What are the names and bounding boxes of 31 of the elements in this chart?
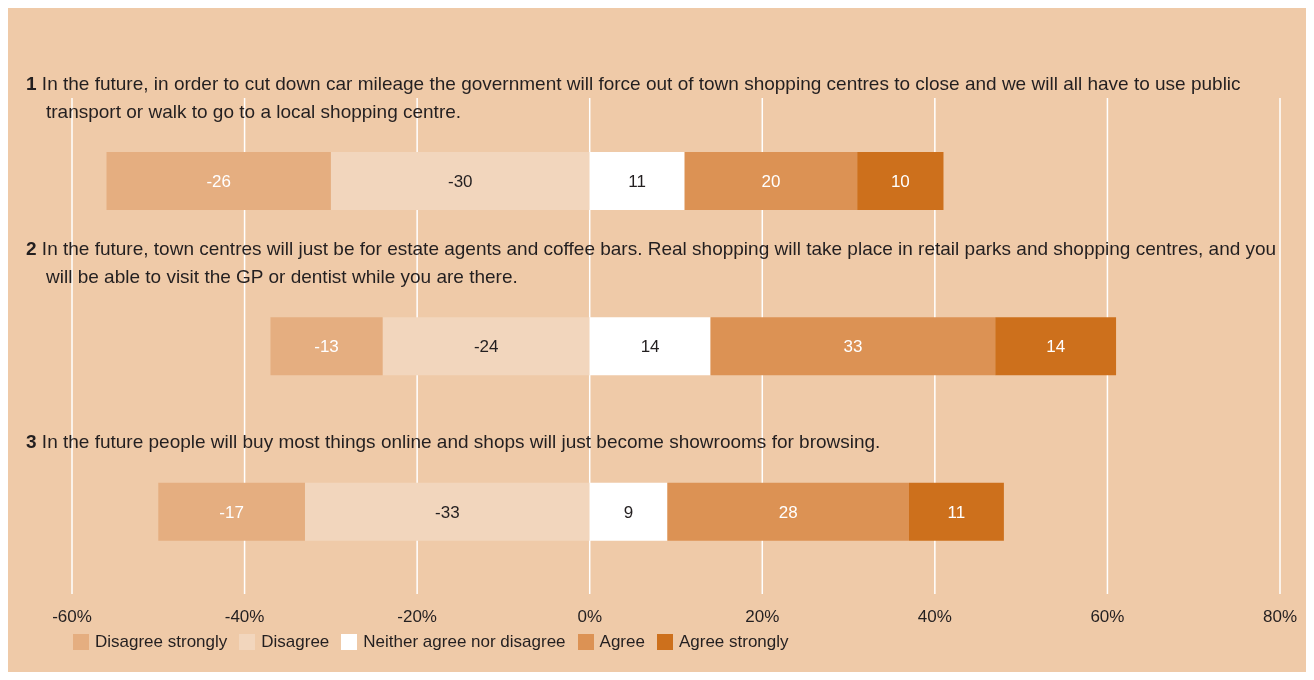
- data-label: 28: [778, 502, 798, 522]
- x-tick-label: 60%: [1090, 607, 1125, 627]
- data-label: -30: [448, 172, 473, 192]
- x-tick-label: -20%: [397, 607, 437, 627]
- legend-label: Disagree: [261, 632, 330, 652]
- data-label: -33: [435, 502, 460, 522]
- x-tick-label: 0%: [577, 607, 602, 627]
- data-label: 9: [623, 502, 634, 522]
- legend-label: Agree strongly: [678, 632, 789, 652]
- legend-label: Agree: [599, 632, 645, 652]
- data-label: 10: [890, 172, 910, 192]
- data-label: 14: [640, 337, 660, 357]
- x-tick-label: -40%: [224, 607, 265, 627]
- data-label: 14: [1046, 337, 1066, 357]
- data-label: 11: [947, 502, 966, 522]
- y-tick-label: 2 In the future, town centres will just be for estate agents and coffee bars. Real shopping will take place in retail parks and shopping centres, and you will be able to visit the GP or dentist while you are there.: [26, 237, 1278, 289]
- data-label: -17: [219, 502, 244, 522]
- legend-label: Neither agree nor disagree: [363, 632, 566, 652]
- data-label: 33: [843, 337, 863, 357]
- x-tick-label: 20%: [745, 607, 780, 627]
- legend-label: Disagree strongly: [95, 632, 228, 652]
- data-label: 11: [628, 172, 646, 192]
- y-tick-label: 3 In the future people will buy most things online and shops will just become showrooms for browsing.: [26, 430, 882, 455]
- data-label: -26: [206, 172, 231, 192]
- x-tick-label: -60%: [52, 607, 92, 627]
- data-label: 20: [761, 172, 781, 192]
- y-tick-label: 1 In the future, in order to cut down car mileage the government will force out of town shopping centres to close and we will all have to use public transport or walk to go to a local shopping centre.: [26, 71, 1242, 124]
- data-label: -24: [473, 337, 499, 357]
- x-tick-label: 80%: [1262, 607, 1298, 627]
- x-tick-label: 40%: [917, 607, 952, 627]
- data-label: -13: [314, 337, 339, 357]
